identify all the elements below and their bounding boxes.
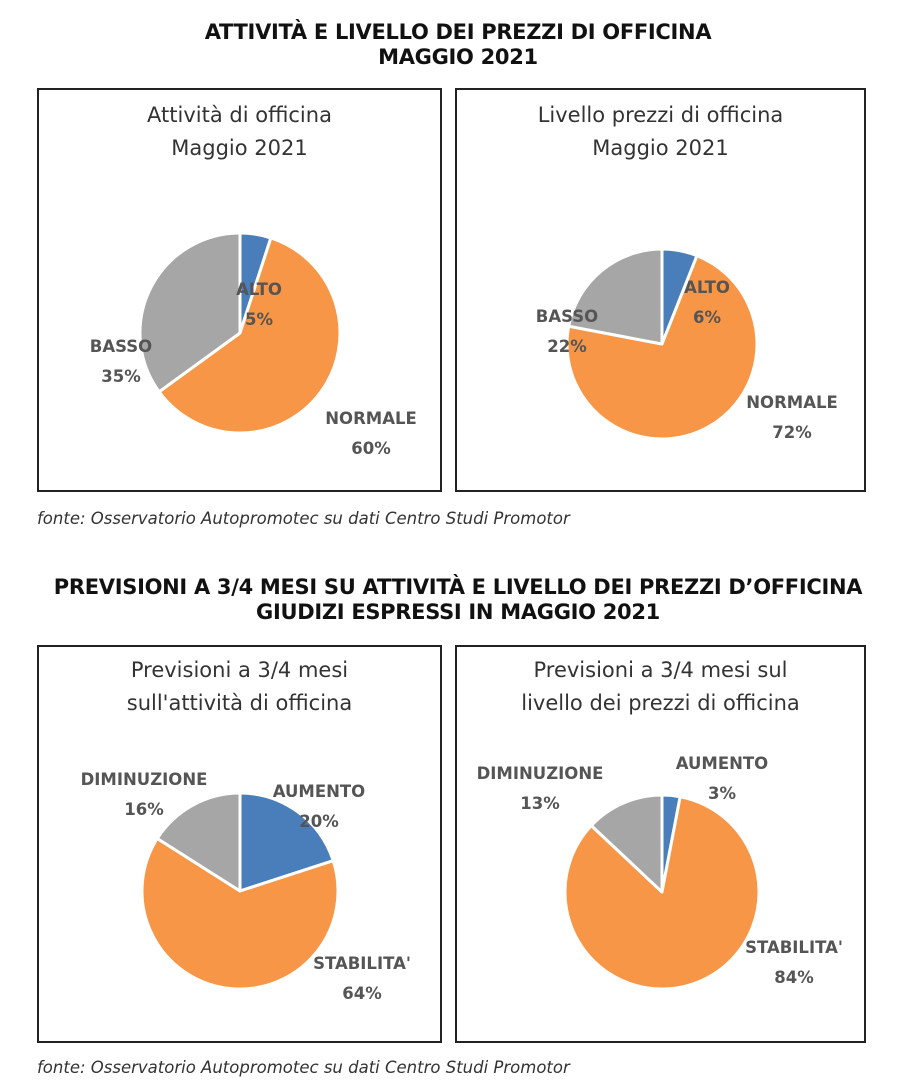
chart-title-line2: Maggio 2021 xyxy=(592,136,729,160)
section-title-forecast: PREVISIONI A 3/4 MESI SU ATTIVITÀ E LIVE… xyxy=(0,575,916,625)
source-note: fonte: Osservatorio Autopromotec su dati… xyxy=(37,509,570,528)
chart-title-line1: Attività di officina xyxy=(147,103,332,127)
pie-slices xyxy=(140,791,340,991)
slice-value-basso: 35% xyxy=(101,367,141,386)
slice-value-stabilita: 84% xyxy=(774,968,814,987)
chart-title-line2: livello dei prezzi di officina xyxy=(521,691,800,715)
slice-value-basso: 22% xyxy=(547,337,587,356)
pie-slice-normale xyxy=(157,236,342,435)
slice-label-aumento: AUMENTO xyxy=(273,782,365,801)
chart-title-line2: sull'attività di officina xyxy=(126,691,353,715)
slice-value-alto: 6% xyxy=(693,308,721,327)
chart-title-line1: Previsioni a 3/4 mesi xyxy=(130,658,349,682)
slice-value-aumento: 20% xyxy=(299,812,339,831)
slice-value-diminuzione: 16% xyxy=(124,800,164,819)
slice-label-stabilita: STABILITA' xyxy=(745,938,843,957)
pie-slice-stabilita xyxy=(140,836,340,991)
slice-label-stabilita: STABILITA' xyxy=(313,954,411,973)
chart-title-line1: Previsioni a 3/4 mesi sul xyxy=(533,658,788,682)
pie-slices xyxy=(138,231,342,435)
slice-label-basso: BASSO xyxy=(90,337,152,356)
section-title-current-line2: MAGGIO 2021 xyxy=(378,45,538,69)
chart-title-activity-forecast: Previsioni a 3/4 mesi sull'attività di o… xyxy=(39,654,440,720)
slice-value-diminuzione: 13% xyxy=(520,794,560,813)
pie-slice-basso xyxy=(567,247,664,346)
source-note: fonte: Osservatorio Autopromotec su dati… xyxy=(37,1058,570,1077)
pie-slice-diminuzione xyxy=(155,791,242,893)
chart-panel-prices: Livello prezzi di officina Maggio 2021 A… xyxy=(455,88,866,492)
slice-label-diminuzione: DIMINUZIONE xyxy=(477,764,604,783)
pie-chart-activity-forecast: AUMENTO 20% DIMINUZIONE 16% STABILITA' 6… xyxy=(81,770,411,1003)
section-title-current: ATTIVITÀ E LIVELLO DEI PREZZI DI OFFICIN… xyxy=(0,20,916,70)
slice-value-alto: 5% xyxy=(245,310,273,329)
slice-label-alto: ALTO xyxy=(236,280,282,299)
pie-slice-normale xyxy=(565,254,759,441)
pie-chart-activity: ALTO 5% BASSO 35% NORMALE 60% xyxy=(90,231,417,458)
section-title-forecast-line1: PREVISIONI A 3/4 MESI SU ATTIVITÀ E LIVE… xyxy=(53,575,863,599)
pie-slices xyxy=(565,247,759,441)
section-title-forecast-line2: GIUDIZI ESPRESSI IN MAGGIO 2021 xyxy=(256,600,660,624)
chart-panel-activity-forecast: Previsioni a 3/4 mesi sull'attività di o… xyxy=(37,645,442,1043)
section-title-current-line1: ATTIVITÀ E LIVELLO DEI PREZZI DI OFFICIN… xyxy=(204,20,712,44)
slice-label-normale: NORMALE xyxy=(746,393,838,412)
chart-title-prices-forecast: Previsioni a 3/4 mesi sul livello dei pr… xyxy=(457,654,864,720)
pie-slice-diminuzione xyxy=(589,793,664,894)
chart-title-line1: Livello prezzi di officina xyxy=(537,103,784,127)
pie-slice-basso xyxy=(138,231,242,394)
slice-label-basso: BASSO xyxy=(536,307,598,326)
slice-value-normale: 72% xyxy=(772,423,812,442)
chart-title-prices: Livello prezzi di officina Maggio 2021 xyxy=(457,99,864,165)
chart-panel-prices-forecast: Previsioni a 3/4 mesi sul livello dei pr… xyxy=(455,645,866,1043)
slice-value-normale: 60% xyxy=(351,439,391,458)
chart-title-activity: Attività di officina Maggio 2021 xyxy=(39,99,440,165)
pie-chart-prices-forecast: AUMENTO 3% DIMINUZIONE 13% STABILITA' 84… xyxy=(477,754,843,991)
chart-title-line2: Maggio 2021 xyxy=(171,136,308,160)
slice-value-aumento: 3% xyxy=(708,784,736,803)
pie-slices xyxy=(563,793,761,991)
slice-label-aumento: AUMENTO xyxy=(676,754,768,773)
slice-label-diminuzione: DIMINUZIONE xyxy=(81,770,208,789)
slice-label-normale: NORMALE xyxy=(325,409,417,428)
chart-panel-activity: Attività di officina Maggio 2021 ALTO 5%… xyxy=(37,88,442,492)
pie-slice-aumento xyxy=(238,791,335,893)
pie-chart-prices: ALTO 6% BASSO 22% NORMALE 72% xyxy=(536,247,838,442)
slice-label-alto: ALTO xyxy=(684,278,730,297)
slice-value-stabilita: 64% xyxy=(342,984,382,1003)
